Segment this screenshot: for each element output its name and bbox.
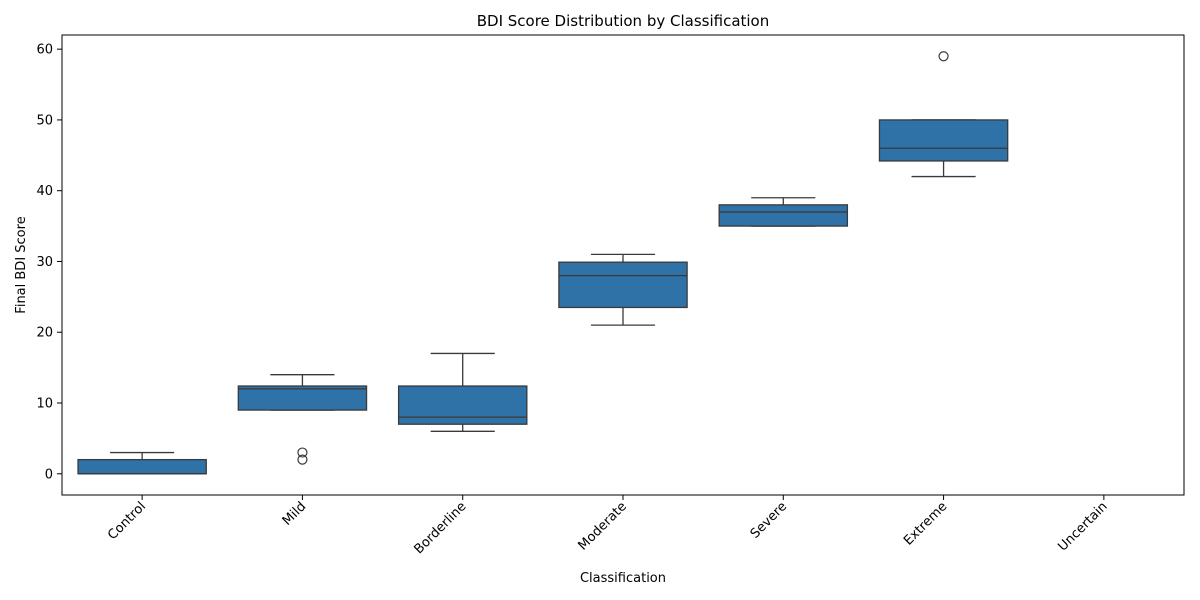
box-severe <box>718 204 849 227</box>
y-tick-label: 50 <box>36 113 53 128</box>
box-extreme <box>878 119 1009 162</box>
x-axis-label: Classification <box>580 571 666 586</box>
outlier-point <box>938 51 949 62</box>
box-borderline <box>397 385 528 425</box>
y-tick-label: 0 <box>45 467 53 482</box>
plot-frame <box>61 34 1185 496</box>
y-axis-label: Final BDI Score <box>14 216 29 313</box>
y-tick-label: 30 <box>36 255 53 270</box>
y-tick-label: 20 <box>36 326 53 341</box>
outlier-point <box>297 447 308 458</box>
box-moderate <box>558 261 688 309</box>
y-tick-label: 60 <box>36 43 53 58</box>
box-control <box>77 458 207 475</box>
y-tick-label: 10 <box>36 397 53 412</box>
outlier-point <box>297 454 308 465</box>
box-mild <box>237 385 368 411</box>
y-tick-label: 40 <box>36 184 53 199</box>
chart-title: BDI Score Distribution by Classification <box>477 12 770 30</box>
